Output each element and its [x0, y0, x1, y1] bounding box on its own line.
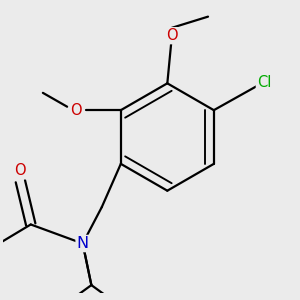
Text: N: N: [77, 236, 89, 251]
Text: O: O: [166, 28, 178, 43]
Text: O: O: [15, 163, 26, 178]
Text: O: O: [70, 103, 82, 118]
Text: Cl: Cl: [257, 75, 271, 90]
